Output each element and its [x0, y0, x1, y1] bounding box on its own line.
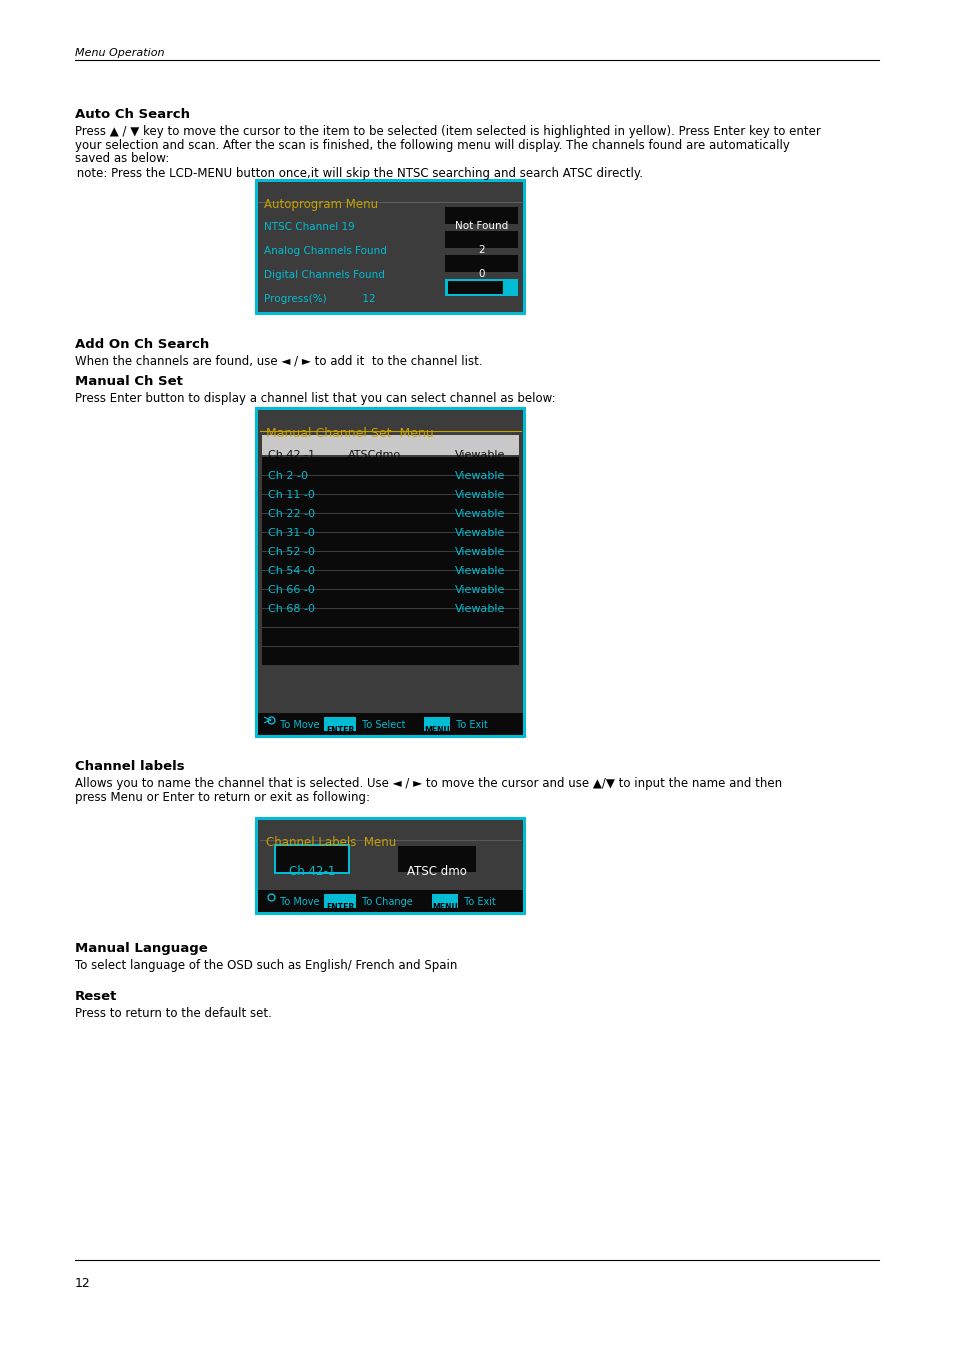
- Text: Add On Ch Search: Add On Ch Search: [75, 338, 209, 351]
- Text: Reset: Reset: [75, 990, 117, 1003]
- Text: Auto Ch Search: Auto Ch Search: [75, 108, 190, 122]
- Text: Ch 52 -0: Ch 52 -0: [268, 547, 314, 558]
- FancyBboxPatch shape: [262, 435, 518, 455]
- FancyBboxPatch shape: [423, 717, 450, 730]
- Text: Viewable: Viewable: [455, 471, 505, 481]
- Text: To Exit: To Exit: [453, 720, 487, 730]
- Text: your selection and scan. After the scan is finished, the following menu will dis: your selection and scan. After the scan …: [75, 139, 789, 151]
- FancyBboxPatch shape: [257, 410, 522, 734]
- Text: Manual Channel Set  Menu: Manual Channel Set Menu: [266, 427, 434, 440]
- Text: ATSCdmo: ATSCdmo: [348, 450, 400, 460]
- Text: Ch 68 -0: Ch 68 -0: [268, 603, 314, 614]
- Text: Viewable: Viewable: [455, 490, 505, 500]
- FancyBboxPatch shape: [262, 477, 518, 494]
- FancyBboxPatch shape: [324, 894, 355, 909]
- FancyBboxPatch shape: [262, 647, 518, 666]
- Text: Manual Ch Set: Manual Ch Set: [75, 375, 183, 387]
- Text: Analog Channels Found: Analog Channels Found: [264, 246, 387, 256]
- Text: NTSC Channel 19: NTSC Channel 19: [264, 221, 355, 232]
- Text: To Exit: To Exit: [460, 896, 496, 907]
- Text: Press Enter button to display a channel list that you can select channel as belo: Press Enter button to display a channel …: [75, 392, 555, 405]
- Text: To select language of the OSD such as English/ French and Spain: To select language of the OSD such as En…: [75, 958, 456, 972]
- FancyBboxPatch shape: [448, 281, 502, 294]
- FancyBboxPatch shape: [262, 552, 518, 570]
- Text: To Change: To Change: [358, 896, 413, 907]
- Text: Ch 22 -0: Ch 22 -0: [268, 509, 314, 518]
- Text: Ch 54 -0: Ch 54 -0: [268, 566, 314, 576]
- Text: Menu Operation: Menu Operation: [75, 49, 164, 58]
- FancyBboxPatch shape: [274, 844, 350, 873]
- Text: Viewable: Viewable: [455, 547, 505, 558]
- FancyBboxPatch shape: [257, 819, 522, 913]
- FancyBboxPatch shape: [257, 204, 522, 227]
- FancyBboxPatch shape: [254, 180, 525, 315]
- FancyBboxPatch shape: [257, 890, 522, 913]
- Text: To Move: To Move: [276, 896, 319, 907]
- FancyBboxPatch shape: [432, 894, 457, 909]
- FancyBboxPatch shape: [262, 495, 518, 513]
- FancyBboxPatch shape: [444, 279, 517, 296]
- Text: Channel labels: Channel labels: [75, 760, 185, 774]
- Text: Viewable: Viewable: [455, 509, 505, 518]
- FancyBboxPatch shape: [444, 231, 517, 248]
- Text: When the channels are found, use ◄ / ► to add it  to the channel list.: When the channels are found, use ◄ / ► t…: [75, 355, 482, 369]
- Text: Autoprogram Menu: Autoprogram Menu: [264, 198, 377, 211]
- Text: saved as below:: saved as below:: [75, 153, 169, 165]
- Text: To Move: To Move: [276, 720, 319, 730]
- Text: Manual Language: Manual Language: [75, 942, 208, 954]
- FancyBboxPatch shape: [444, 255, 517, 271]
- FancyBboxPatch shape: [262, 514, 518, 532]
- FancyBboxPatch shape: [257, 275, 522, 298]
- Text: Allows you to name the channel that is selected. Use ◄ / ► to move the cursor an: Allows you to name the channel that is s…: [75, 778, 781, 790]
- FancyBboxPatch shape: [257, 228, 522, 251]
- Text: MENU: MENU: [432, 903, 457, 913]
- Text: Progress(%)           12: Progress(%) 12: [264, 294, 375, 304]
- FancyBboxPatch shape: [254, 817, 525, 915]
- FancyBboxPatch shape: [397, 846, 476, 872]
- FancyBboxPatch shape: [262, 628, 518, 647]
- Text: Viewable: Viewable: [455, 603, 505, 614]
- FancyBboxPatch shape: [254, 406, 525, 738]
- FancyBboxPatch shape: [275, 846, 348, 872]
- Text: Ch 11 -0: Ch 11 -0: [268, 490, 314, 500]
- Text: Ch 66 -0: Ch 66 -0: [268, 585, 314, 595]
- Text: ENTER: ENTER: [326, 903, 354, 913]
- FancyBboxPatch shape: [444, 207, 517, 224]
- Text: Ch 31 -0: Ch 31 -0: [268, 528, 314, 539]
- Text: Viewable: Viewable: [455, 585, 505, 595]
- Text: Press to return to the default set.: Press to return to the default set.: [75, 1007, 272, 1021]
- Text: Viewable: Viewable: [455, 528, 505, 539]
- Text: 0: 0: [478, 269, 485, 279]
- FancyBboxPatch shape: [257, 182, 522, 312]
- Text: Viewable: Viewable: [455, 566, 505, 576]
- Text: Press ▲ / ▼ key to move the cursor to the item to be selected (item selected is : Press ▲ / ▼ key to move the cursor to th…: [75, 126, 820, 138]
- Text: note: Press the LCD-MENU button once,it will skip the NTSC searching and search : note: Press the LCD-MENU button once,it …: [73, 167, 642, 180]
- FancyBboxPatch shape: [262, 458, 518, 475]
- Text: Ch 2 -0: Ch 2 -0: [268, 471, 308, 481]
- FancyBboxPatch shape: [257, 252, 522, 275]
- Text: MENU: MENU: [424, 726, 450, 734]
- Text: Viewable: Viewable: [455, 450, 505, 460]
- FancyBboxPatch shape: [257, 713, 522, 734]
- FancyBboxPatch shape: [262, 590, 518, 608]
- FancyBboxPatch shape: [324, 717, 355, 730]
- Text: Digital Channels Found: Digital Channels Found: [264, 270, 384, 279]
- Text: 12: 12: [75, 1277, 91, 1291]
- Text: 2: 2: [478, 244, 485, 255]
- Text: Channel Labels  Menu: Channel Labels Menu: [266, 836, 395, 849]
- FancyBboxPatch shape: [262, 609, 518, 626]
- Text: Ch 42-1: Ch 42-1: [289, 865, 335, 878]
- Text: ATSC dmo: ATSC dmo: [407, 865, 466, 878]
- Text: ENTER: ENTER: [326, 726, 354, 734]
- Text: Ch 42 -1: Ch 42 -1: [268, 450, 314, 460]
- Text: Not Found: Not Found: [455, 221, 508, 231]
- Text: press Menu or Enter to return or exit as following:: press Menu or Enter to return or exit as…: [75, 791, 370, 805]
- FancyBboxPatch shape: [262, 571, 518, 589]
- FancyBboxPatch shape: [262, 533, 518, 551]
- Text: To Select: To Select: [358, 720, 405, 730]
